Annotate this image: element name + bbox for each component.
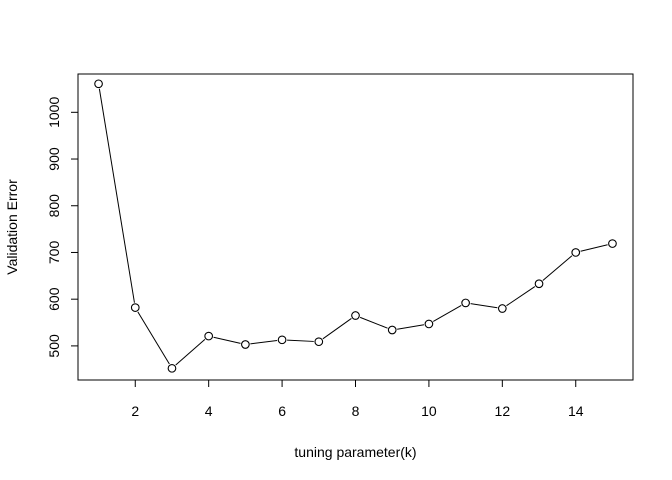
- x-tick-label: 2: [131, 403, 139, 419]
- series-segment: [542, 255, 573, 281]
- data-point: [94, 79, 103, 89]
- data-point: [461, 298, 470, 308]
- series-segment: [287, 339, 314, 342]
- data-point: [351, 311, 360, 320]
- series-segment: [433, 304, 462, 322]
- series-segment: [213, 336, 241, 344]
- data-point: [497, 304, 507, 313]
- series-segment: [175, 339, 206, 366]
- series-segment: [359, 316, 388, 329]
- data-point: [608, 239, 617, 248]
- x-axis: 2 4 6 8 10 12 14: [131, 379, 584, 419]
- x-tick-label: 6: [278, 403, 286, 419]
- data-point: [571, 248, 581, 257]
- series-segment: [506, 286, 536, 307]
- plot-frame: [77, 73, 634, 381]
- series-segment: [397, 324, 425, 330]
- y-tick-label: 500: [46, 334, 62, 358]
- series-segment: [322, 318, 352, 340]
- y-tick-label: 900: [46, 147, 62, 171]
- data-point: [130, 303, 140, 312]
- data-point: [277, 335, 287, 345]
- y-axis-title: Validation Error: [4, 179, 20, 275]
- x-tick-label: 12: [495, 403, 511, 419]
- series-segment: [137, 311, 170, 365]
- x-axis-title: tuning parameter(k): [294, 444, 416, 460]
- data-point: [424, 319, 434, 329]
- x-tick-label: 14: [568, 403, 584, 419]
- y-tick-label: 1000: [46, 97, 62, 128]
- series-segment: [580, 244, 608, 252]
- data-point: [534, 279, 544, 289]
- series-segment: [470, 303, 498, 309]
- x-tick-label: 8: [352, 403, 360, 419]
- x-tick-label: 10: [421, 403, 437, 419]
- x-tick-label: 4: [205, 403, 213, 419]
- y-tick-label: 700: [46, 241, 62, 265]
- data-point: [167, 363, 177, 373]
- data-point: [314, 337, 324, 347]
- data-point: [204, 331, 214, 341]
- y-tick-label: 600: [46, 287, 62, 311]
- series-line: [94, 79, 617, 373]
- y-tick-label: 800: [46, 194, 62, 218]
- series-segment: [250, 339, 278, 345]
- data-point: [387, 325, 397, 335]
- series-segment: [98, 88, 135, 303]
- y-axis: 500 600 700 800 900 1000: [46, 97, 79, 358]
- data-point: [241, 340, 250, 349]
